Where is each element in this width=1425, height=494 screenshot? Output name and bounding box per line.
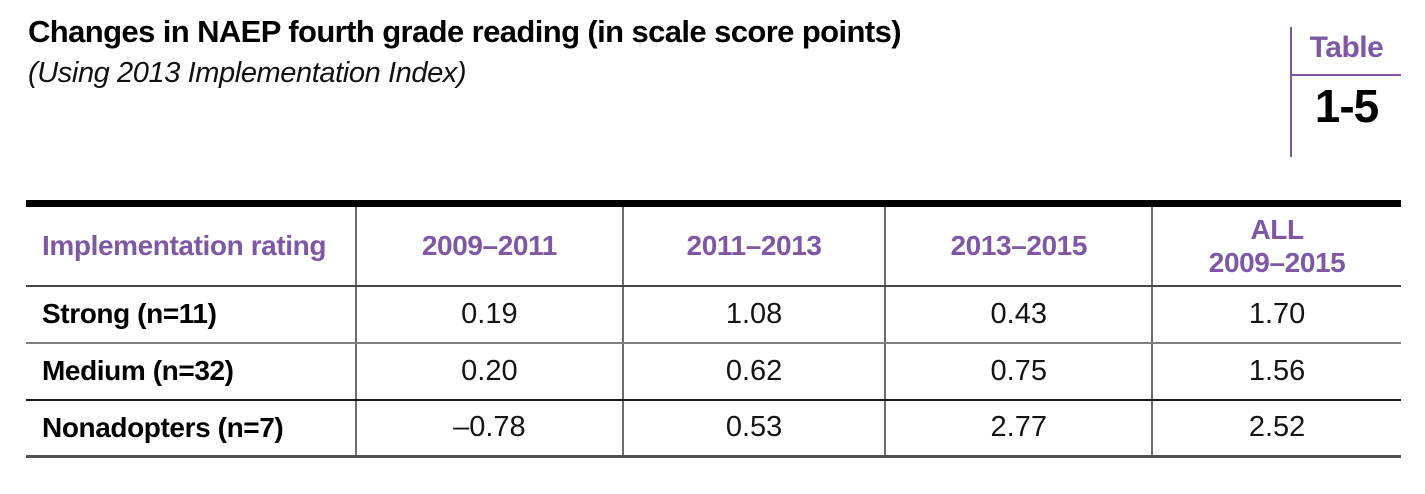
page-subtitle: (Using 2013 Implementation Index): [28, 57, 467, 89]
cell-nonadopters-2011-2013: 0.53: [621, 399, 886, 458]
row-label-nonadopters: Nonadopters (n=7): [26, 399, 356, 458]
cell-strong-2013-2015: 0.43: [884, 285, 1153, 344]
page-title: Changes in NAEP fourth grade reading (in…: [28, 14, 902, 49]
cell-medium-all: 1.56: [1151, 342, 1401, 401]
column-header-2011-2013: 2011–2013: [621, 203, 886, 287]
column-header-2009-2011: 2009–2011: [355, 203, 623, 287]
table-tag: Table 1-5: [1290, 27, 1401, 157]
column-header-all-line2: 2009–2015: [1208, 246, 1346, 278]
naep-reading-changes-table: Implementation rating 2009–2011 2011–201…: [26, 200, 1401, 458]
cell-strong-all: 1.70: [1151, 285, 1401, 344]
cell-nonadopters-2009-2011: –0.78: [355, 399, 623, 458]
table-tag-label: Table: [1292, 27, 1401, 76]
column-header-all-2009-2015: ALL 2009–2015: [1151, 203, 1401, 287]
cell-strong-2011-2013: 1.08: [621, 285, 886, 344]
column-header-2013-2015: 2013–2015: [884, 203, 1153, 287]
table-header-row: Implementation rating 2009–2011 2011–201…: [26, 203, 1401, 287]
table-tag-number: 1-5: [1314, 80, 1379, 132]
document-header: Changes in NAEP fourth grade reading (in…: [28, 12, 1208, 91]
column-header-implementation-rating: Implementation rating: [26, 203, 356, 287]
cell-nonadopters-all: 2.52: [1151, 399, 1401, 458]
cell-medium-2013-2015: 0.75: [884, 342, 1153, 401]
cell-nonadopters-2013-2015: 2.77: [884, 399, 1153, 458]
column-header-all-line1: ALL: [1250, 213, 1304, 245]
table-row-nonadopters: Nonadopters (n=7) –0.78 0.53 2.77 2.52: [26, 399, 1401, 458]
row-label-strong: Strong (n=11): [26, 285, 356, 344]
cell-medium-2009-2011: 0.20: [355, 342, 623, 401]
cell-strong-2009-2011: 0.19: [355, 285, 623, 344]
row-label-medium: Medium (n=32): [26, 342, 356, 401]
table-row-medium: Medium (n=32) 0.20 0.62 0.75 1.56: [26, 342, 1401, 401]
cell-medium-2011-2013: 0.62: [621, 342, 886, 401]
table-row-strong: Strong (n=11) 0.19 1.08 0.43 1.70: [26, 285, 1401, 344]
